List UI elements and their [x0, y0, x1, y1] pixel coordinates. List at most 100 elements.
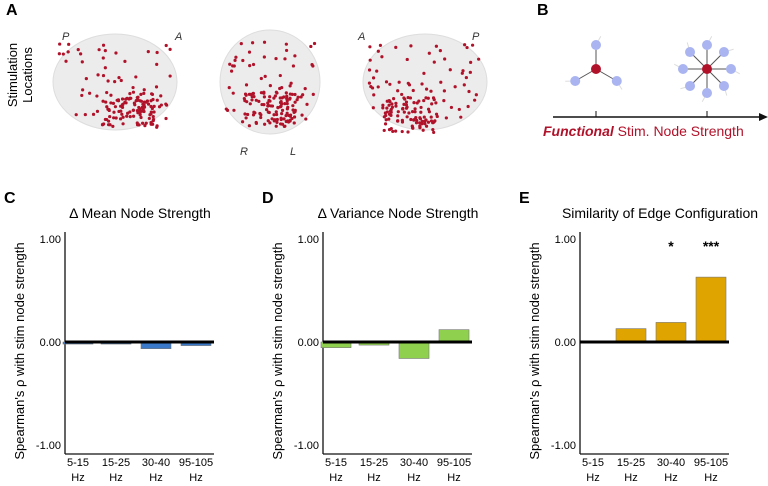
stim-location-dot — [375, 69, 379, 73]
neighbor-node — [718, 47, 729, 58]
stim-location-dot — [293, 92, 297, 97]
y-tick-label: 0.00 — [298, 337, 319, 349]
y-tick-label: 0.00 — [555, 337, 576, 349]
stim-location-dot — [101, 99, 105, 103]
stim-location-dot — [112, 110, 116, 114]
stim-location-dot — [120, 112, 124, 116]
stim-location-dot — [243, 112, 247, 116]
stim-location-dot — [150, 92, 154, 96]
stim-location-dot — [461, 69, 465, 73]
stim-location-dot — [291, 104, 295, 108]
stim-location-dot — [396, 114, 400, 118]
stim-location-dot — [140, 105, 144, 109]
stim-location-dot — [300, 113, 304, 117]
chart-title: Δ Mean Node Strength — [69, 205, 211, 221]
stim-location-dot — [367, 81, 372, 85]
stim-location-dot — [403, 97, 407, 101]
stim-location-dot — [159, 94, 163, 98]
stim-location-dot — [284, 42, 288, 46]
functional-label: Functional — [543, 123, 614, 139]
neighbor-node — [702, 40, 712, 50]
stim-location-dot — [268, 99, 272, 103]
x-tick-unit: Hz — [586, 472, 599, 484]
neighbor-node — [718, 80, 729, 91]
neighbor-node — [726, 64, 736, 74]
stim-location-dot — [309, 44, 313, 49]
stim-location-dot — [272, 96, 276, 100]
stim-location-dot — [420, 119, 424, 124]
stim-location-dot — [396, 110, 400, 114]
stim-location-dot — [123, 100, 127, 105]
stim-location-dot — [142, 91, 146, 96]
stim-location-dot — [120, 97, 125, 101]
stim-location-dot — [394, 45, 398, 49]
stim-location-dot — [422, 71, 426, 75]
significance-marker: * — [668, 238, 674, 254]
stim-location-dot — [402, 102, 406, 106]
stim-location-dot — [227, 86, 231, 90]
stim-location-dot — [119, 78, 123, 83]
stim-location-dot — [251, 113, 256, 117]
stim-location-dot — [295, 98, 299, 102]
stim-location-dot — [389, 113, 393, 117]
stim-location-dot — [409, 117, 413, 122]
y-axis-label: Spearman's ρ with stim node strength — [270, 242, 285, 459]
stim-location-dot — [117, 109, 121, 114]
stim-location-dot — [106, 123, 111, 127]
stim-location-dot — [119, 104, 123, 108]
node-strength-diagram — [553, 35, 768, 121]
stim-location-dot — [387, 117, 391, 121]
stim-location-dot — [119, 117, 123, 121]
stim-location-dot — [438, 48, 442, 53]
stim-location-dot — [382, 128, 386, 133]
stim-location-dot — [128, 96, 132, 100]
stim-location-dot — [284, 48, 289, 53]
stim-location-dot — [412, 118, 416, 122]
stim-location-dot — [109, 101, 113, 105]
stim-location-dot — [411, 88, 415, 93]
stim-location-dot — [149, 121, 153, 125]
stim-location-dot — [280, 108, 285, 112]
stim-location-dot — [106, 107, 110, 111]
stim-location-dot — [457, 107, 461, 112]
stim-location-dot — [381, 106, 385, 110]
stim-location-dot — [384, 80, 389, 84]
stim-location-dot — [371, 76, 376, 80]
stim-location-dot — [370, 86, 375, 90]
stim-location-dot — [404, 100, 409, 104]
stim-location-dot — [468, 70, 472, 74]
stim-node — [591, 64, 601, 74]
stim-location-dot — [138, 109, 143, 114]
stim-location-dot — [406, 130, 410, 134]
stim-location-dot — [405, 105, 409, 109]
stim-location-dot — [136, 95, 140, 99]
significance-marker: *** — [703, 238, 720, 254]
stim-location-dot — [394, 104, 398, 108]
node-strength-axis-label: Functional Stim. Node Strength — [543, 123, 744, 139]
stim-location-dot — [268, 95, 272, 99]
stim-location-dot — [147, 116, 151, 121]
stim-location-dot — [293, 100, 297, 104]
x-tick-label: 95-105 — [437, 457, 471, 469]
neighbor-node — [685, 80, 696, 91]
stim-location-dot — [155, 125, 159, 129]
stim-location-dot — [372, 93, 376, 97]
stim-location-dot — [280, 122, 285, 126]
stim-location-dot — [460, 71, 464, 75]
stim-location-dot — [291, 64, 296, 68]
bar — [695, 276, 727, 343]
stim-location-dot — [473, 98, 477, 102]
stim-location-dot — [406, 81, 410, 85]
stim-location-dot — [259, 113, 263, 117]
stim-location-dot — [444, 116, 448, 120]
stim-location-dot — [164, 102, 168, 106]
stim-location-dot — [424, 87, 429, 91]
stim-location-dot — [311, 64, 315, 68]
stim-location-dot — [141, 121, 145, 125]
x-tick-unit: Hz — [189, 472, 202, 484]
stim-location-dot — [401, 107, 405, 111]
bar-chart-d: D Δ Variance Node Strength Spearman's ρ wi… — [262, 190, 478, 484]
stim-location-dot — [243, 99, 247, 103]
y-axis-label: Spearman's ρ with stim node strength — [527, 242, 542, 459]
stim-location-dot — [268, 84, 272, 88]
